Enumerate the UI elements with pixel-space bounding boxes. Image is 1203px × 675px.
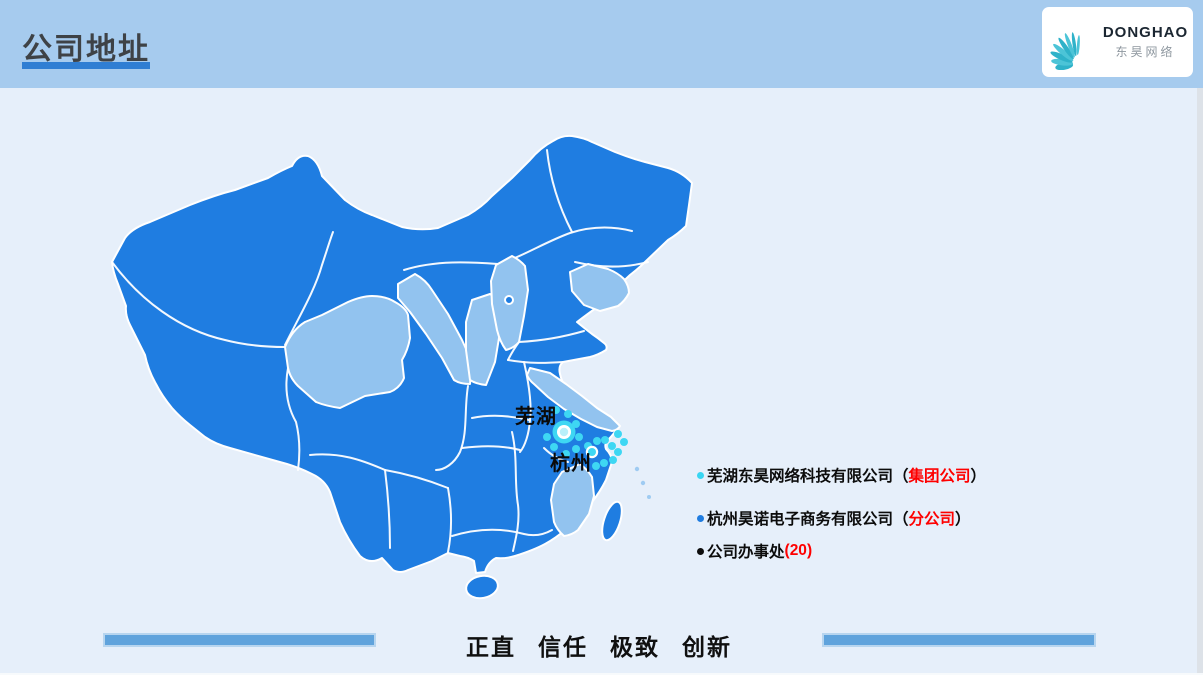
motto-word: 创新 (682, 634, 732, 660)
province-borders (111, 149, 649, 553)
legend-tag: 20 (789, 542, 807, 559)
motto-word: 正直 (466, 634, 516, 660)
logo-subtitle: 东昊网络 (1115, 45, 1176, 59)
company-motto: 正直 信任 极致 创新 (376, 628, 822, 662)
company-logo: DONGHAO 东昊网络 (1042, 7, 1193, 77)
office-dot (609, 456, 617, 464)
light-provinces (284, 255, 630, 537)
footer-bar-right (822, 633, 1096, 647)
branch-marker (585, 445, 599, 459)
office-dot (543, 433, 551, 441)
office-dot (614, 448, 622, 456)
legend-item-branch-company: 杭州昊诺电子商务有限公司（分公司） (697, 507, 971, 529)
office-dot (564, 410, 572, 418)
hainan-island (465, 574, 499, 600)
office-dot (600, 459, 608, 467)
legend-company-name: 公司办事处 (707, 544, 785, 561)
map-label-hangzhou: 杭州 (550, 453, 592, 475)
legend-company-name: 杭州昊诺电子商务有限公司 (707, 511, 894, 528)
logo-leaf-icon (1050, 32, 1080, 70)
office-dot (562, 450, 570, 458)
page-title: 公司地址 (22, 33, 150, 66)
legend-item-offices: 公司办事处(20) (697, 540, 812, 562)
window-right-edge (1197, 88, 1203, 675)
legend-company-name: 芜湖东昊网络科技有限公司 (707, 468, 894, 485)
motto-word: 信任 (538, 634, 588, 660)
map-label-wuhu: 芜湖 (515, 406, 557, 428)
window-bottom-edge (0, 673, 1203, 675)
legend-item-group-company: 芜湖东昊网络科技有限公司（集团公司） (697, 464, 986, 486)
office-dot (550, 443, 558, 451)
logo-text: DONGHAO 东昊网络 (1103, 24, 1188, 60)
office-dot (592, 462, 600, 470)
title-underline (22, 62, 150, 69)
beijing-enclave (504, 295, 514, 305)
taiwan-island (601, 500, 623, 542)
legend-bullet-black (697, 547, 704, 555)
office-dot (593, 437, 601, 445)
legend-tag: 分公司 (908, 511, 956, 528)
office-dot (601, 436, 609, 444)
legend-tag: 集团公司 (908, 468, 971, 485)
office-dot (572, 420, 580, 428)
office-dots (543, 406, 628, 470)
header-bar (0, 0, 1203, 88)
group-hq-marker (552, 420, 576, 444)
legend-bullet-cyan (697, 471, 704, 479)
office-dot (572, 445, 580, 453)
motto-word: 极致 (610, 634, 660, 660)
logo-name: DONGHAO (1102, 24, 1189, 41)
china-map (111, 134, 693, 600)
footer-bar-left (103, 633, 376, 647)
office-dot (608, 442, 616, 450)
legend-bullet-blue (697, 514, 704, 522)
islands (465, 466, 651, 600)
office-dot (552, 406, 560, 414)
office-dot (575, 433, 583, 441)
office-dot (620, 438, 628, 446)
office-dot (614, 430, 622, 438)
